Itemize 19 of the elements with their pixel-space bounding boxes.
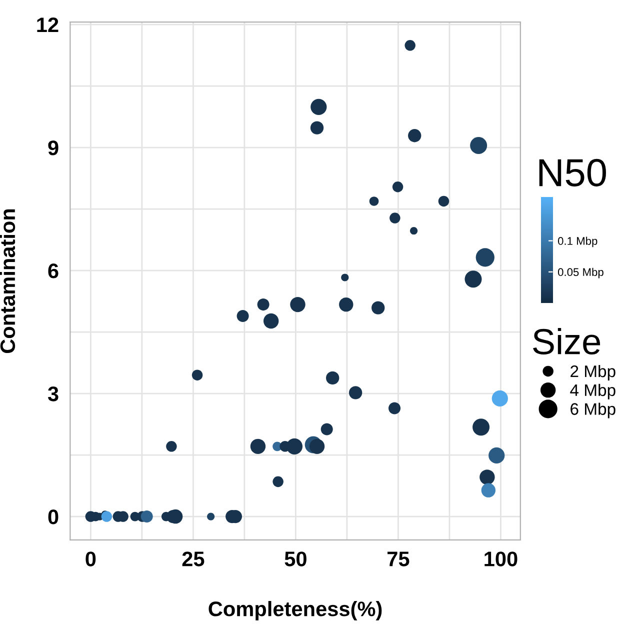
x-tick-label: 100: [484, 552, 518, 566]
legend-title: Size: [533, 328, 600, 354]
color-bar-label: 0.1 Mbp: [558, 236, 598, 248]
color-bar-title: N50: [539, 158, 606, 186]
y-tick-label: 12: [37, 18, 58, 32]
y-tick-label: 3: [48, 386, 58, 402]
y-tick-label: 9: [48, 140, 58, 156]
x-tick-label: 0: [86, 552, 96, 566]
color-bar-label: 0.05 Mbp: [558, 268, 604, 278]
y-tick-label: 6: [48, 264, 58, 278]
legend-label: 6 Mbp: [570, 402, 616, 418]
x-tick-label: 75: [388, 552, 410, 566]
x-tick-label: 50: [284, 552, 306, 566]
y-tick-label: 0: [48, 510, 58, 524]
x-tick-label: 25: [182, 552, 204, 566]
legend-label: 4 Mbp: [570, 384, 616, 400]
y-axis-title: Contamination: [0, 209, 16, 354]
legend-label: 2 Mbp: [570, 364, 616, 380]
x-axis-title: Completeness(%): [208, 600, 382, 620]
